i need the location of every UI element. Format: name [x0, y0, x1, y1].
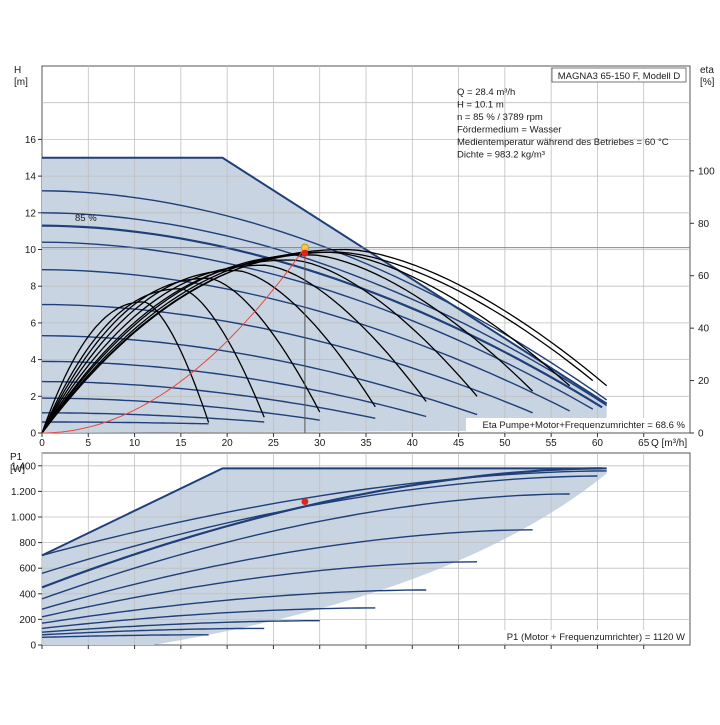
- y-tick-label: 0: [30, 429, 36, 440]
- eta-curve-9: [41, 301, 210, 434]
- p1-curve-6: [41, 589, 427, 624]
- model-box: [551, 67, 687, 83]
- x-tick-label: 10: [129, 438, 141, 449]
- model-name: MAGNA3 65-150 F, Modell D: [558, 71, 681, 82]
- qh-curve-4: [41, 269, 571, 412]
- qh-curve-9: [41, 397, 320, 421]
- info-line: H = 10.1 m: [457, 100, 504, 111]
- y-tick-label: 8: [30, 282, 36, 293]
- y2-axis-unit: [%]: [700, 77, 715, 88]
- eta-curve-4: [41, 259, 478, 434]
- info-line: Q = 28.4 m³/h: [457, 87, 515, 98]
- top-envelope-outline: [42, 156, 608, 405]
- p1-curve-4: [41, 529, 533, 610]
- qh-curve-7: [41, 360, 427, 418]
- p1-footer-bg: [488, 630, 686, 643]
- p1-curve-0: [41, 470, 607, 557]
- qh-curve-8: [41, 380, 376, 419]
- y2-tick-label: 40: [698, 324, 710, 335]
- x-tick-label: 5: [86, 438, 92, 449]
- y2-tick-label: 100: [698, 166, 715, 177]
- p1-tick-label: 1.200: [11, 487, 36, 498]
- system-curve: [41, 247, 306, 434]
- p1-curve-5: [41, 561, 478, 618]
- y-axis-label: H: [14, 65, 21, 76]
- p1-footer: P1 (Motor + Frequenzumrichter) = 1120 W: [507, 632, 685, 643]
- eta-curve-8: [41, 288, 265, 434]
- qh-curve-10: [42, 412, 265, 423]
- eta-curve-3: [41, 254, 534, 434]
- eta-curve-0: [41, 248, 608, 434]
- bottom-operating-area: [42, 468, 607, 645]
- p1-curve-3: [41, 493, 570, 600]
- info-line: n = 85 % / 3789 rpm: [457, 112, 543, 123]
- x-tick-label: 50: [499, 438, 511, 449]
- x-tick-label: 35: [360, 438, 372, 449]
- eta-curve-7: [41, 277, 321, 434]
- eta-curve-6: [41, 269, 376, 434]
- y-tick-label: 10: [25, 245, 37, 256]
- y-tick-label: 6: [30, 318, 36, 329]
- x-tick-label: 30: [314, 438, 326, 449]
- qh-curve-11: [42, 421, 209, 425]
- p1-tick-label: 1.000: [11, 513, 36, 524]
- y-axis-unit: [m]: [14, 77, 28, 88]
- duty-point-eta: [301, 249, 309, 257]
- y-tick-label: 2: [30, 392, 36, 403]
- p1-tick-label: 0: [30, 641, 36, 652]
- qh-curve-1: [41, 212, 608, 407]
- x-tick-label: 15: [175, 438, 187, 449]
- y2-tick-label: 60: [698, 271, 710, 282]
- p1-tick-label: 800: [19, 538, 36, 549]
- bottom-envelope-outline: [41, 467, 607, 557]
- x-tick-label: 45: [453, 438, 465, 449]
- eta-footer-bg: [466, 418, 686, 431]
- y2-tick-label: 80: [698, 219, 710, 230]
- x-tick-label: 65: [638, 438, 650, 449]
- p1-curve-2: [41, 467, 603, 589]
- qh-curve-2: [41, 224, 603, 409]
- p1-tick-label: 200: [19, 615, 36, 626]
- duty-point-p1: [301, 498, 309, 506]
- y2-tick-label: 0: [698, 429, 704, 440]
- p1-tick-label: 600: [19, 564, 36, 575]
- curve-85-label: 85 %: [75, 213, 97, 224]
- y-tick-label: 16: [25, 135, 37, 146]
- p1-axis-label: P1: [10, 452, 23, 463]
- info-line: Fördermedium = Wasser: [457, 125, 561, 136]
- p1-curve-8: [41, 620, 320, 633]
- p1-curve-9: [41, 627, 265, 636]
- x-tick-label: 20: [222, 438, 234, 449]
- x-tick-label: 40: [407, 438, 419, 449]
- qh-curve-5: [42, 303, 533, 414]
- x-tick-label: 0: [39, 438, 45, 449]
- x-tick-label: 55: [546, 438, 558, 449]
- y-tick-label: 4: [30, 355, 36, 366]
- p1-axis-unit: [W]: [10, 464, 25, 475]
- eta-footer: Eta Pumpe+Motor+Frequenzumrichter = 68.6…: [482, 420, 685, 431]
- y-tick-label: 14: [25, 172, 37, 183]
- p1-tick-label: 1.400: [11, 461, 36, 472]
- x-axis-label: Q [m³/h]: [651, 438, 687, 449]
- qh-curve-6: [41, 335, 478, 416]
- y-tick-label: 12: [25, 208, 37, 219]
- info-line: Dichte = 983.2 kg/m³: [457, 150, 545, 161]
- p1-curve-10: [41, 634, 209, 638]
- p1-tick-label: 400: [19, 589, 36, 600]
- y2-axis-label: eta: [700, 65, 714, 76]
- p1-curve-7: [41, 607, 376, 630]
- y2-tick-label: 20: [698, 376, 710, 387]
- info-line: Medientemperatur während des Betriebes =…: [457, 137, 669, 148]
- x-tick-label: 25: [268, 438, 280, 449]
- x-tick-label: 60: [592, 438, 604, 449]
- eta-curve-5: [41, 264, 427, 434]
